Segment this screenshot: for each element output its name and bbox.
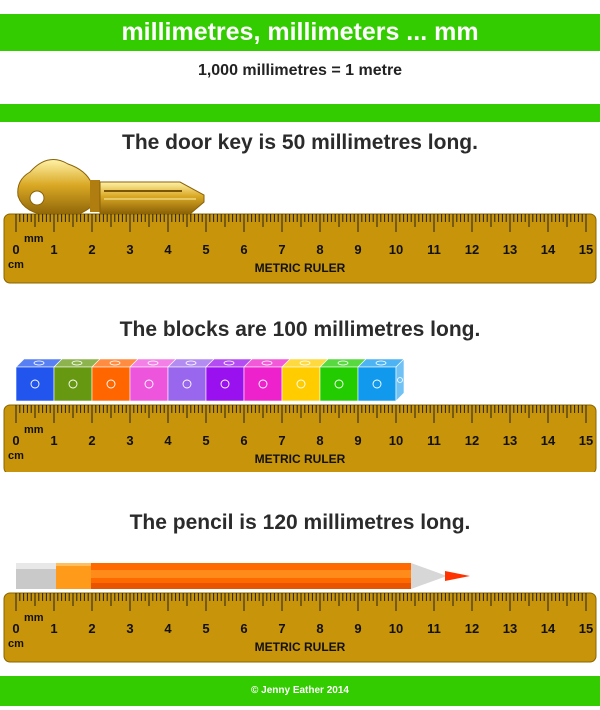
cm-label: cm (8, 638, 24, 650)
ruler-number: 2 (88, 621, 95, 636)
block (91, 358, 139, 402)
ruler-number: 15 (579, 242, 593, 257)
ruler-body (3, 213, 597, 284)
separator-bar (0, 104, 600, 122)
copyright-text: © Jenny Eather 2014 (251, 685, 349, 696)
ruler-number: 5 (202, 621, 209, 636)
ruler-number: 11 (427, 621, 441, 636)
ruler-number: 7 (278, 242, 285, 257)
ruler-number: 1 (50, 242, 57, 257)
ruler-number: 7 (278, 433, 285, 448)
ruler-number: 13 (503, 621, 517, 636)
door-key (17, 159, 205, 218)
caption-key: The door key is 50 millimetres long. (122, 131, 478, 154)
ruler-number: 12 (465, 621, 479, 636)
title-bar: millimetres, millimeters ... mm (0, 14, 600, 51)
ruler-ticks (15, 593, 587, 611)
ruler-number: 11 (427, 242, 441, 257)
ruler-name: METRIC RULER (255, 452, 346, 466)
cm-label: cm (8, 259, 24, 271)
block (243, 358, 291, 402)
ruler-number: 14 (541, 242, 556, 257)
blocks (15, 358, 405, 402)
ruler-number: 12 (465, 433, 479, 448)
ruler-number: 4 (164, 621, 172, 636)
ruler-number: 0 (12, 242, 19, 257)
ruler-number: 15 (579, 433, 593, 448)
ruler-number: 8 (316, 621, 323, 636)
ruler-number: 0 (12, 433, 19, 448)
block (53, 358, 101, 402)
block (357, 358, 405, 402)
ruler-number: 6 (240, 433, 247, 448)
ruler-body (3, 592, 597, 663)
ruler-ticks (15, 214, 587, 232)
ruler-name: METRIC RULER (255, 640, 346, 654)
ruler-number: 7 (278, 621, 285, 636)
ruler-number: 1 (50, 621, 57, 636)
ruler-number: 15 (579, 621, 593, 636)
mm-label: mm (24, 233, 44, 245)
block (15, 358, 63, 402)
footer-bar: © Jenny Eather 2014 (0, 676, 600, 706)
ruler-number: 4 (164, 433, 172, 448)
mm-label: mm (24, 612, 44, 624)
ruler-number: 3 (126, 433, 133, 448)
ruler-number: 8 (316, 433, 323, 448)
ruler-number: 5 (202, 242, 209, 257)
ruler-number: 9 (354, 621, 361, 636)
ruler-number: 2 (88, 242, 95, 257)
ruler-number: 9 (354, 433, 361, 448)
ruler-number: 1 (50, 433, 57, 448)
ruler-number: 2 (88, 433, 95, 448)
block (129, 358, 177, 402)
ruler-number: 9 (354, 242, 361, 257)
block (167, 358, 215, 402)
ruler-number: 12 (465, 242, 479, 257)
ruler-name: METRIC RULER (255, 261, 346, 275)
caption-blocks: The blocks are 100 millimetres long. (119, 318, 481, 341)
ruler-number: 10 (389, 433, 403, 448)
ruler-number: 3 (126, 242, 133, 257)
block (281, 358, 329, 402)
ruler-number: 10 (389, 242, 403, 257)
page-title: millimetres, millimeters ... mm (121, 18, 479, 46)
caption-pencil: The pencil is 120 millimetres long. (129, 511, 471, 534)
ruler-number: 13 (503, 433, 517, 448)
ruler-number: 3 (126, 621, 133, 636)
ruler-number: 0 (12, 621, 19, 636)
ruler-number: 5 (202, 433, 209, 448)
ruler-number: 10 (389, 621, 403, 636)
block (319, 358, 367, 402)
ruler-number: 6 (240, 242, 247, 257)
mm-label: mm (24, 424, 44, 436)
ruler-body (3, 404, 597, 472)
subtitle: 1,000 millimetres = 1 metre (197, 62, 403, 79)
cm-label: cm (8, 450, 24, 462)
ruler-number: 11 (427, 433, 441, 448)
block (205, 358, 253, 402)
ruler-number: 8 (316, 242, 323, 257)
ruler-number: 13 (503, 242, 517, 257)
ruler-number: 6 (240, 621, 247, 636)
pencil (16, 563, 470, 589)
ruler-ticks (15, 405, 587, 423)
ruler-number: 4 (164, 242, 172, 257)
ruler-number: 14 (541, 621, 556, 636)
ruler-number: 14 (541, 433, 556, 448)
